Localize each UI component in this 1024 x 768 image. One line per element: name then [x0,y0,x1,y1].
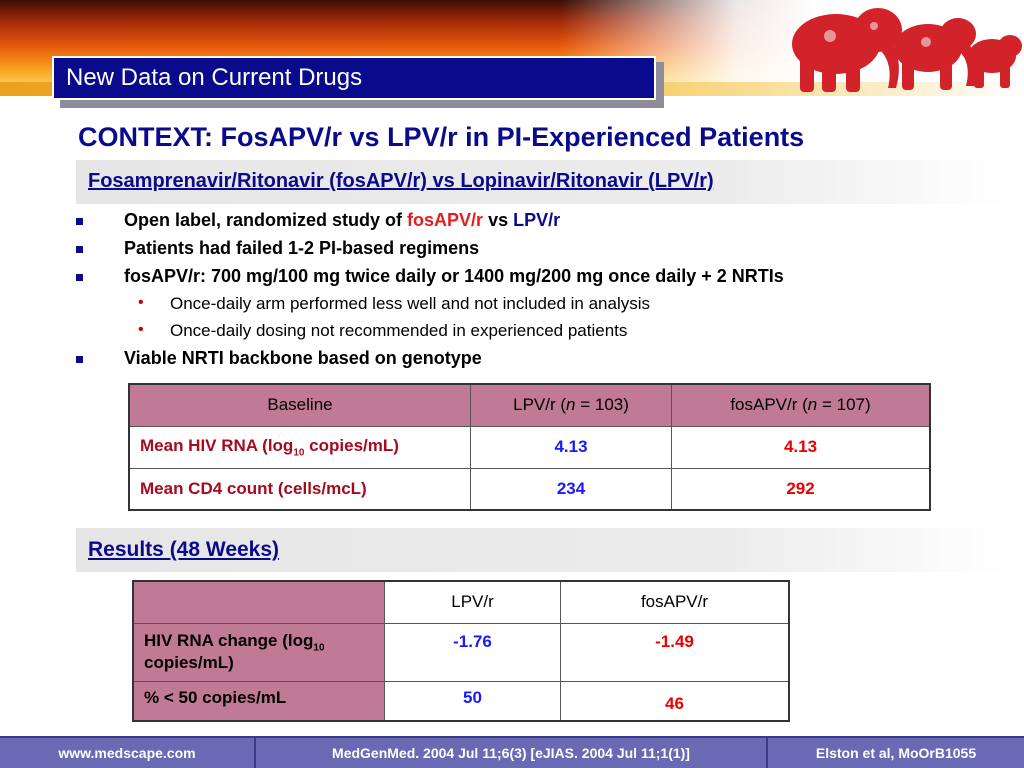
sub-bullet-once-daily-arm: • Once-daily arm performed less well and… [70,294,970,321]
results-table: LPV/r fosAPV/r HIV RNA change (log10 cop… [132,580,790,722]
dot-bullet-icon: • [138,321,144,338]
header-fosapv: fosAPV/r [560,580,790,624]
table-row: Mean CD4 count (cells/mcL) 234 292 [128,467,931,511]
header-lpv: LPV/r [384,580,561,624]
slide-header-box: New Data on Current Drugs [52,56,656,100]
cell-fosapv-cd4: 292 [671,467,931,511]
dot-bullet-icon: • [138,294,144,311]
row-label-cd4: Mean CD4 count (cells/mcL) [128,467,471,511]
bullet-prior-failure: Patients had failed 1-2 PI-based regimen… [70,238,970,266]
square-bullet-icon [76,218,83,225]
row-label-hiv-rna: Mean HIV RNA (log10 copies/mL) [128,425,471,469]
cell-fosapv-hiv-rna-change: -1.49 [560,622,790,682]
sub-bullet-text: Once-daily arm performed less well and n… [170,294,651,313]
table-row: % < 50 copies/mL 50 46 [132,680,790,722]
bullet-nrti-backbone: Viable NRTI backbone based on genotype [70,348,970,376]
elephant-logo-icon [792,8,1022,92]
square-bullet-icon [76,356,83,363]
footer-citation: MedGenMed. 2004 Jul 11;6(3) [eJIAS. 2004… [256,738,768,768]
header-baseline: Baseline [128,383,471,427]
header-empty [132,580,385,624]
vs-text: vs [483,210,514,230]
square-bullet-icon [76,274,83,281]
sub-bullet-text: Once-daily dosing not recommended in exp… [170,321,628,340]
row-label-hiv-rna-change: HIV RNA change (log10 copies/mL) [132,622,385,682]
slide-header-title: New Data on Current Drugs [66,64,363,91]
table-row: HIV RNA change (log10 copies/mL) -1.76 -… [132,622,790,682]
cell-lpv-undetectable: 50 [384,680,561,722]
table-header-row: LPV/r fosAPV/r [132,580,790,624]
bullet-list: Open label, randomized study of fosAPV/r… [70,210,970,376]
cell-lpv-hiv-rna-change: -1.76 [384,622,561,682]
bullet-text: Patients had failed 1-2 PI-based regimen… [124,238,480,258]
bullet-text: Open label, randomized study of [124,210,408,230]
results-heading-bar: Results (48 Weeks) [76,528,1006,572]
table-header-row: Baseline LPV/r (n = 103) fosAPV/r (n = 1… [128,383,931,427]
context-title: CONTEXT: FosAPV/r vs LPV/r in PI-Experie… [78,122,805,152]
cell-lpv-hiv-rna: 4.13 [470,425,672,469]
square-bullet-icon [76,246,83,253]
footer-author: Elston et al, MoOrB1055 [815,745,977,761]
subheading: Fosamprenavir/Ritonavir (fosAPV/r) vs Lo… [88,170,714,192]
header-lpv: LPV/r (n = 103) [470,383,672,427]
baseline-table: Baseline LPV/r (n = 103) fosAPV/r (n = 1… [128,383,931,511]
cell-fosapv-undetectable: 46 [560,680,790,722]
drug-lpv-label: LPV/r [513,210,561,230]
bullet-study-design: Open label, randomized study of fosAPV/r… [70,210,970,238]
footer-bar: www.medscape.com MedGenMed. 2004 Jul 11;… [0,736,1024,768]
bullet-text: Viable NRTI backbone based on genotype [124,348,482,368]
row-label-undetectable: % < 50 copies/mL [132,680,385,722]
table-row: Mean HIV RNA (log10 copies/mL) 4.13 4.13 [128,425,931,469]
cell-lpv-cd4: 234 [470,467,672,511]
results-heading: Results (48 Weeks) [88,538,280,561]
drug-fosapv-label: fosAPV/r [407,210,484,230]
footer-site-link[interactable]: www.medscape.com [0,738,256,768]
cell-fosapv-hiv-rna: 4.13 [671,425,931,469]
bullet-text: fosAPV/r: 700 mg/100 mg twice daily or 1… [124,266,784,286]
sub-bullet-once-daily-dosing: • Once-daily dosing not recommended in e… [70,321,970,348]
bullet-dosing: fosAPV/r: 700 mg/100 mg twice daily or 1… [70,266,970,294]
header-fosapv: fosAPV/r (n = 107) [671,383,931,427]
subheading-bar: Fosamprenavir/Ritonavir (fosAPV/r) vs Lo… [76,160,1006,204]
